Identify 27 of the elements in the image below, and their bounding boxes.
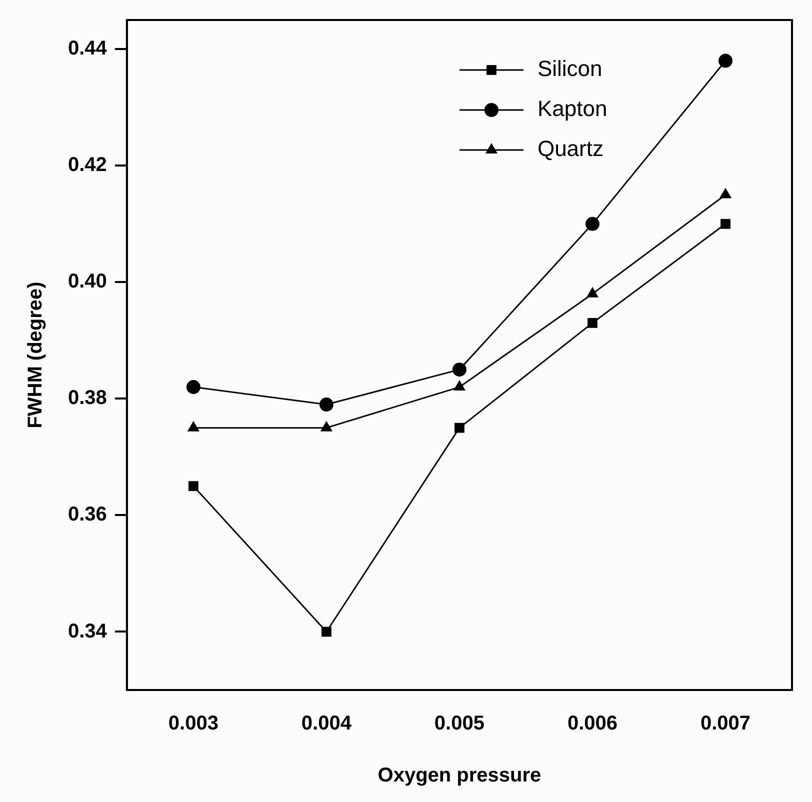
legend-label: Kapton: [537, 96, 608, 122]
x-tick-label: 0.004: [301, 712, 352, 735]
x-tick-label: 0.006: [567, 712, 618, 735]
point: [319, 398, 334, 412]
point: [188, 481, 198, 492]
x-tick-label: 0.007: [700, 712, 751, 735]
point: [585, 216, 600, 231]
y-tick-label: 0.44: [68, 38, 108, 60]
point: [322, 626, 332, 637]
y-tick-label: 0.34: [68, 620, 108, 642]
legend-label: Quartz: [537, 136, 604, 162]
point: [454, 422, 464, 433]
x-tick-label: 0.005: [434, 712, 484, 735]
point: [720, 218, 730, 229]
point: [588, 318, 598, 328]
y-tick-label: 0.38: [68, 387, 107, 410]
y-tick-label: 0.42: [68, 154, 107, 176]
x-axis-title: Oxygen pressure: [378, 764, 542, 787]
point: [186, 380, 200, 394]
legend-label: Silicon: [537, 56, 602, 82]
point: [453, 380, 466, 391]
y-axis-title: FWHM (degree): [24, 282, 47, 428]
point: [718, 54, 732, 68]
x-tick-label: 0.003: [168, 712, 218, 735]
point: [452, 362, 466, 377]
y-tick-label: 0.40: [68, 270, 107, 293]
y-tick-label: 0.36: [68, 504, 107, 526]
